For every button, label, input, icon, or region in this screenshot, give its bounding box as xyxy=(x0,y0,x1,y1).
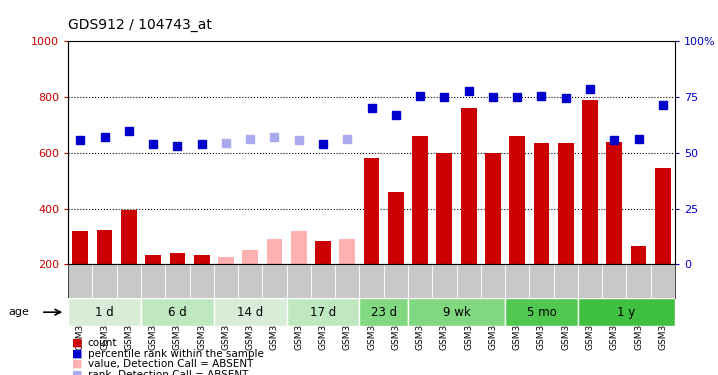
Bar xyxy=(602,41,626,264)
Bar xyxy=(340,239,355,264)
Bar xyxy=(383,41,408,264)
Text: ■: ■ xyxy=(72,338,83,348)
Bar xyxy=(121,210,136,264)
Bar xyxy=(117,41,141,264)
Bar xyxy=(190,41,214,264)
Bar xyxy=(505,41,529,264)
Bar xyxy=(291,231,307,264)
Bar xyxy=(165,41,190,264)
Bar xyxy=(360,41,383,264)
Bar xyxy=(97,230,113,264)
Bar xyxy=(529,41,554,264)
Bar xyxy=(432,41,457,264)
Bar xyxy=(214,41,238,264)
Bar xyxy=(408,41,432,264)
Bar xyxy=(266,239,282,264)
Bar xyxy=(412,136,428,264)
Bar xyxy=(533,143,549,264)
Text: ■: ■ xyxy=(72,359,83,369)
Bar xyxy=(68,298,141,326)
Bar xyxy=(630,246,646,264)
Bar xyxy=(481,41,505,264)
Bar xyxy=(311,41,335,264)
Bar xyxy=(364,158,379,264)
Text: rank, Detection Call = ABSENT: rank, Detection Call = ABSENT xyxy=(88,370,248,375)
Bar xyxy=(582,100,598,264)
Text: 9 wk: 9 wk xyxy=(442,306,470,319)
Bar xyxy=(141,41,165,264)
Text: GDS912 / 104743_at: GDS912 / 104743_at xyxy=(68,18,212,32)
Bar xyxy=(315,241,331,264)
Bar xyxy=(558,143,574,264)
Text: ■: ■ xyxy=(72,349,83,358)
Bar xyxy=(485,153,500,264)
Bar xyxy=(509,136,525,264)
Bar xyxy=(408,298,505,326)
Text: 1 d: 1 d xyxy=(95,306,114,319)
Text: count: count xyxy=(88,338,117,348)
Bar xyxy=(578,41,602,264)
Text: value, Detection Call = ABSENT: value, Detection Call = ABSENT xyxy=(88,359,253,369)
Bar xyxy=(68,41,93,264)
Bar xyxy=(651,41,675,264)
Bar xyxy=(169,253,185,264)
Bar xyxy=(335,41,360,264)
Text: ■: ■ xyxy=(72,370,83,375)
Text: 6 d: 6 d xyxy=(168,306,187,319)
Bar xyxy=(238,41,262,264)
Text: age: age xyxy=(9,308,29,317)
Bar xyxy=(554,41,578,264)
Bar xyxy=(194,255,210,264)
Bar xyxy=(505,298,578,326)
Text: percentile rank within the sample: percentile rank within the sample xyxy=(88,349,264,358)
Bar xyxy=(655,168,671,264)
Bar xyxy=(73,231,88,264)
Bar xyxy=(218,257,234,264)
Text: 1 y: 1 y xyxy=(617,306,635,319)
Bar xyxy=(214,298,286,326)
Bar xyxy=(286,298,360,326)
Bar xyxy=(243,251,258,264)
Bar xyxy=(286,41,311,264)
Bar xyxy=(145,255,161,264)
Bar xyxy=(578,298,675,326)
Text: 23 d: 23 d xyxy=(370,306,397,319)
Bar xyxy=(262,41,286,264)
Bar xyxy=(93,41,117,264)
Bar xyxy=(626,41,651,264)
Bar xyxy=(607,142,622,264)
Text: 17 d: 17 d xyxy=(310,306,336,319)
Bar xyxy=(457,41,481,264)
Bar xyxy=(360,298,408,326)
Text: 14 d: 14 d xyxy=(237,306,264,319)
Text: 5 mo: 5 mo xyxy=(526,306,556,319)
Bar xyxy=(388,192,404,264)
Bar xyxy=(461,108,477,264)
Bar xyxy=(437,153,452,264)
Bar xyxy=(141,298,214,326)
